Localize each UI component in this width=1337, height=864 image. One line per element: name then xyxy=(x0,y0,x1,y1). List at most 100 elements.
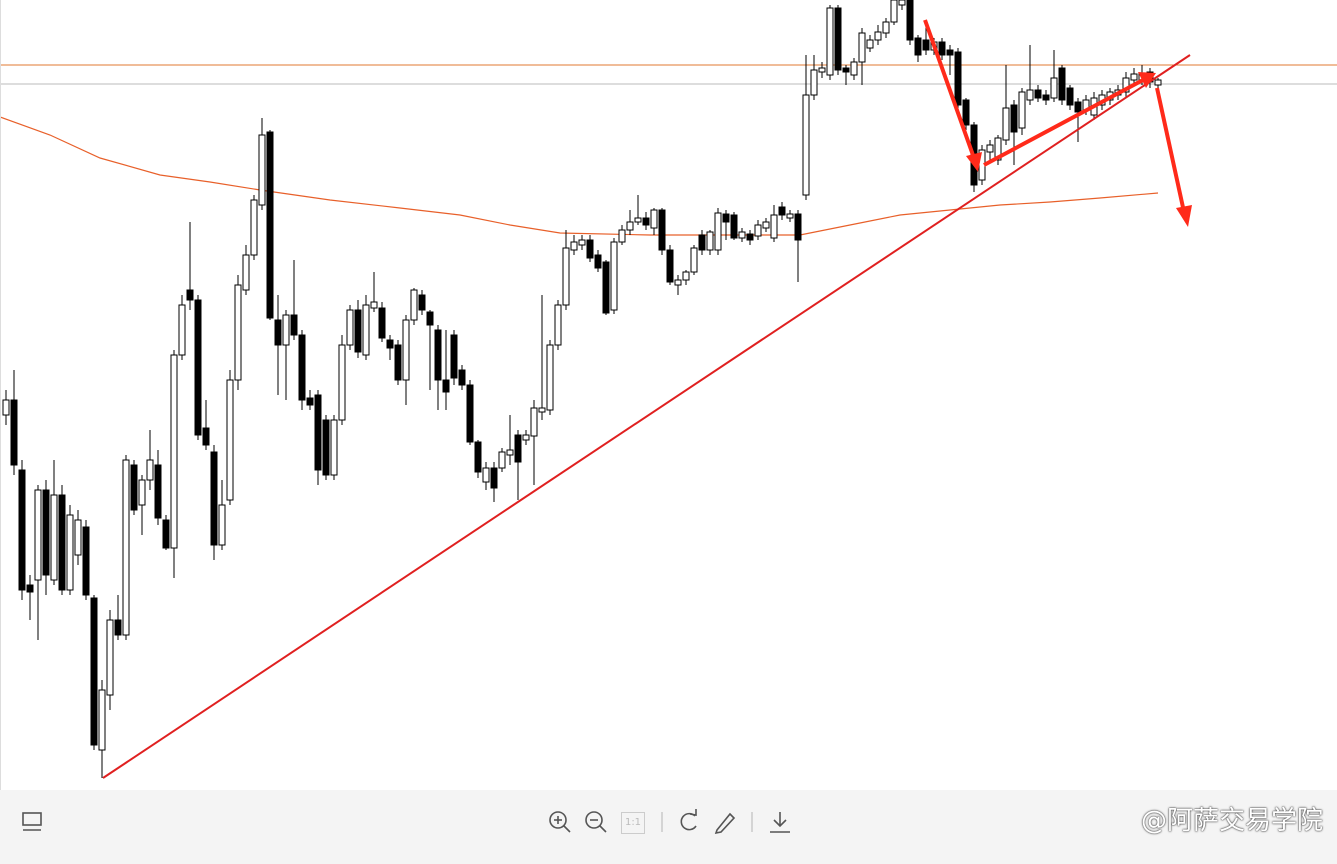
candles xyxy=(2,0,1162,778)
candle-body xyxy=(218,504,226,546)
candle-body xyxy=(258,134,266,206)
candle-body xyxy=(1058,67,1066,101)
actual-size-button[interactable]: 1:1 xyxy=(621,812,645,834)
candle-body xyxy=(818,67,826,73)
candle-body xyxy=(498,451,506,469)
candle-body xyxy=(1154,79,1162,86)
candle-body xyxy=(938,41,946,56)
candle-body xyxy=(170,354,178,549)
candle-body xyxy=(202,427,210,446)
candle-body xyxy=(290,314,298,336)
candle-body xyxy=(442,379,450,393)
candle-body xyxy=(714,212,722,251)
candle-body xyxy=(18,469,26,591)
candle-body xyxy=(890,0,898,23)
arrows xyxy=(923,19,1192,227)
candle-body xyxy=(922,39,930,51)
candle-body xyxy=(754,224,762,237)
candle-body xyxy=(1002,107,1010,141)
candle-body xyxy=(578,239,586,246)
candle-body xyxy=(458,369,466,386)
candle-body xyxy=(658,209,666,251)
candle-body xyxy=(90,597,98,746)
candle-body xyxy=(506,449,514,456)
candle-body xyxy=(738,231,746,239)
candle-body xyxy=(410,289,418,321)
candle-body xyxy=(322,419,330,476)
candle-body xyxy=(762,221,770,229)
candle-body xyxy=(66,514,74,591)
candle-body xyxy=(642,217,650,226)
candle-body xyxy=(682,271,690,281)
candle-body xyxy=(370,301,378,309)
candle-body xyxy=(546,344,554,411)
candle-body xyxy=(26,584,34,593)
candle-body xyxy=(122,459,130,636)
candle-body xyxy=(986,144,994,153)
candle-body xyxy=(842,67,850,73)
candle-body xyxy=(2,399,10,416)
candle-body xyxy=(58,494,66,591)
candle-body xyxy=(994,137,1002,161)
candle-body xyxy=(618,229,626,243)
candle-body xyxy=(962,99,970,126)
candle-body xyxy=(466,384,474,443)
candle-body xyxy=(50,494,58,581)
candle-body xyxy=(698,234,706,251)
candle-body xyxy=(554,304,562,346)
candle-body xyxy=(138,479,146,506)
candle-body xyxy=(562,247,570,306)
candle-body xyxy=(794,213,802,241)
candle-body xyxy=(1066,87,1074,106)
candle-body xyxy=(602,261,610,314)
candle-body xyxy=(650,209,658,229)
candle-body xyxy=(1026,89,1034,101)
candle-body xyxy=(434,329,442,381)
candle-body xyxy=(186,289,194,301)
candle-body xyxy=(1050,77,1058,99)
candle-body xyxy=(946,49,954,56)
candle-body xyxy=(418,294,426,311)
candle-body xyxy=(538,407,546,413)
candle-body xyxy=(250,199,258,256)
candle-body xyxy=(522,434,530,441)
candle-body xyxy=(146,459,154,481)
candle-body xyxy=(378,307,386,339)
candle-body xyxy=(626,221,634,231)
candle-body xyxy=(394,344,402,381)
candle-body xyxy=(730,214,738,239)
candle-body xyxy=(450,334,458,379)
candle-body xyxy=(810,69,818,96)
candle-body xyxy=(362,304,370,356)
candle-body xyxy=(194,299,202,436)
candle-body xyxy=(514,434,522,463)
candle-body xyxy=(610,241,618,311)
candle-body xyxy=(674,279,682,286)
candle-body xyxy=(1074,101,1082,113)
candle-body xyxy=(74,519,82,556)
candle-body xyxy=(706,231,714,251)
candle-body xyxy=(482,467,490,483)
candle-body xyxy=(570,241,578,251)
candle-body xyxy=(834,7,842,71)
candle-body xyxy=(858,32,866,63)
candle-body xyxy=(266,131,274,319)
candle-body xyxy=(154,464,162,519)
candle-body xyxy=(1034,89,1042,99)
candle-body xyxy=(1122,77,1130,93)
candle-body xyxy=(906,0,914,41)
candle-body xyxy=(954,51,962,106)
candle-body xyxy=(178,304,186,356)
trendline xyxy=(102,54,1191,779)
candle-body xyxy=(1130,73,1138,81)
candle-body xyxy=(346,309,354,346)
candle-body xyxy=(866,39,874,49)
candle-body xyxy=(210,451,218,546)
candle-body xyxy=(10,399,18,466)
candle-body xyxy=(690,247,698,273)
candle-body xyxy=(298,334,306,401)
candle-body xyxy=(882,21,890,34)
candle-body xyxy=(386,339,394,349)
candle-body xyxy=(826,7,834,76)
